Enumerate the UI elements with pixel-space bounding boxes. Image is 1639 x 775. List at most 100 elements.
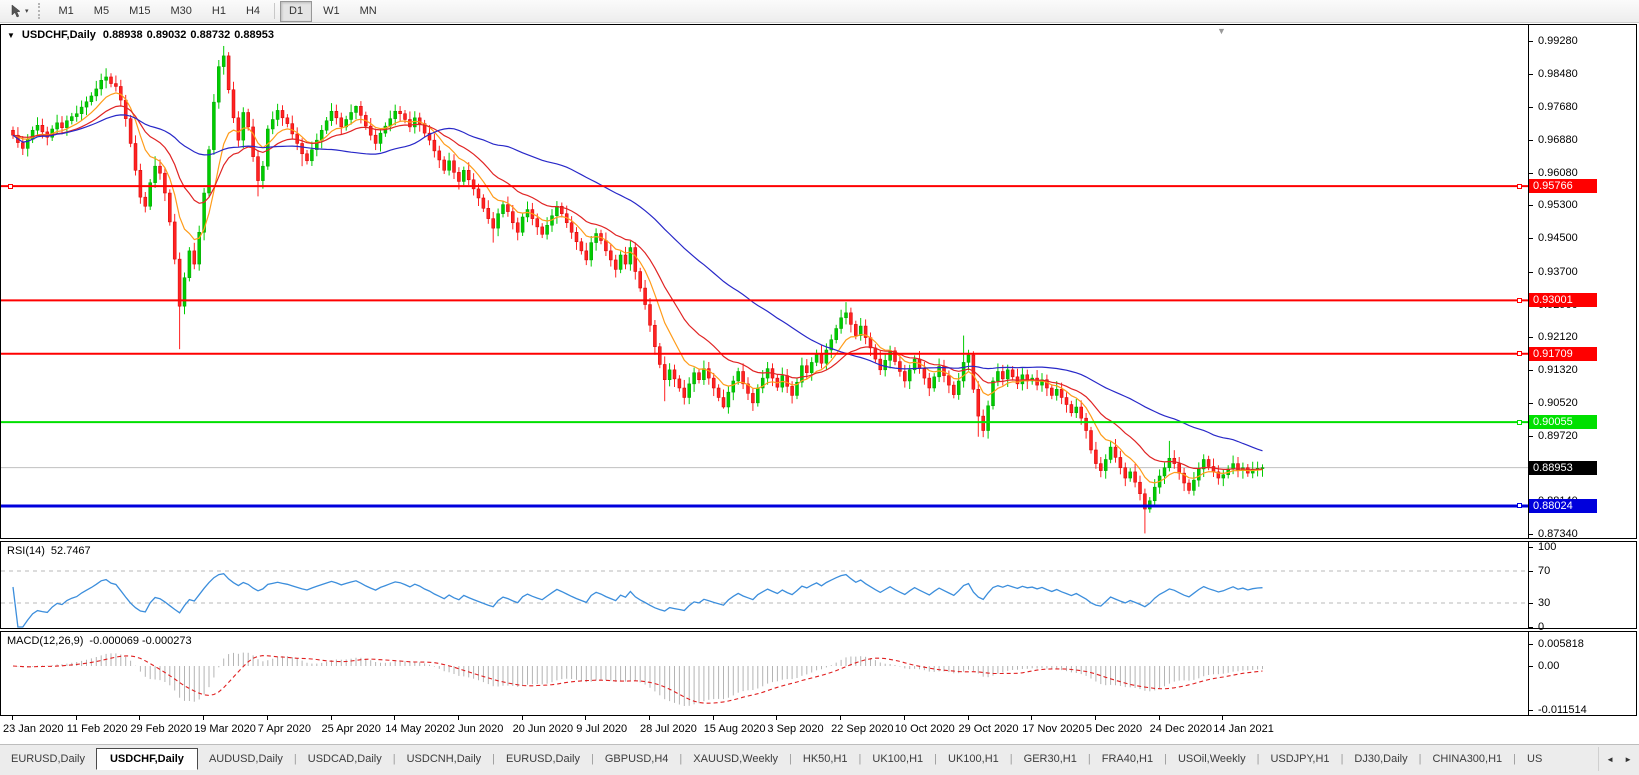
price-tick <box>1529 74 1533 76</box>
macd-tick-label: -0.011514 <box>1538 703 1587 716</box>
date-tick-label: 29 Oct 2020 <box>958 723 1019 735</box>
main-chart-panel[interactable]: ▼ USDCHF,Daily 0.88938 0.89032 0.88732 0… <box>0 24 1638 540</box>
toolbar: ▾ M1 M5 M15 M30 H1 H4 D1 W1 MN <box>0 0 1639 23</box>
chart-tab-dj30-daily[interactable]: DJ30,Daily <box>1354 753 1408 765</box>
date-tick-label: 14 May 2020 <box>385 723 449 735</box>
chevron-down-icon: ▾ <box>25 8 29 15</box>
date-tick-label: 20 Jun 2020 <box>512 723 574 735</box>
chart-tab-xauusd-weekly[interactable]: XAUUSD,Weekly <box>693 753 779 765</box>
date-tick <box>266 716 268 720</box>
chart-tab-audusd-daily[interactable]: AUDUSD,Daily <box>208 753 283 765</box>
price-chart-surface[interactable] <box>1 25 1638 538</box>
tab-scroll-left-icon[interactable]: ◄ <box>1606 754 1615 764</box>
price-tick <box>1529 41 1533 42</box>
ohlc-high: 0.89032 <box>146 29 187 41</box>
chart-tools-button[interactable]: ▾ <box>4 1 34 21</box>
timeframe-button-M30[interactable]: M30 <box>170 4 192 17</box>
date-axis[interactable]: 23 Jan 2020 11 Feb 2020 29 Feb 2020 19 Mar … <box>0 716 1639 744</box>
rsi-chart-surface[interactable] <box>1 542 1638 628</box>
hline-price-box: 0.93001 <box>1529 293 1597 308</box>
chart-tab-china300-h1[interactable]: CHINA300,H1 <box>1432 753 1503 765</box>
date-tick <box>1031 716 1033 720</box>
date-tick-label: 25 Apr 2020 <box>321 723 381 735</box>
timeframe-button-D1[interactable]: D1 <box>280 0 313 22</box>
price-tick-label: 0.95300 <box>1538 199 1578 212</box>
tab-separator: | <box>590 753 594 765</box>
timeframe-button-M1[interactable]: M1 <box>58 4 74 17</box>
chart-tab-eurusd-daily[interactable]: EURUSD,Daily <box>11 753 85 765</box>
price-tick-label: 0.91320 <box>1538 363 1578 376</box>
tab-separator: | <box>293 753 297 765</box>
chart-shift-marker-icon[interactable]: ▼ <box>1217 26 1226 36</box>
date-tick-label: 19 Mar 2020 <box>194 723 256 735</box>
macd-tick <box>1529 643 1533 645</box>
chart-tab-ger30-h1[interactable]: GER30,H1 <box>1023 753 1077 765</box>
price-tick <box>1529 271 1533 273</box>
date-tick <box>521 716 523 720</box>
date-tick-label: 23 Jan 2020 <box>3 723 64 735</box>
tab-scroll-right-icon[interactable]: ► <box>1624 754 1632 764</box>
timeframe-button-H4[interactable]: H4 <box>245 4 261 17</box>
chart-tab-gbpusd-h4[interactable]: GBPUSD,H4 <box>604 753 669 765</box>
chart-tab-hk50-h1[interactable]: HK50,H1 <box>802 753 848 765</box>
hline-handle[interactable] <box>8 183 13 189</box>
hline-handle[interactable] <box>1517 503 1522 509</box>
chart-tab-eurusd-daily[interactable]: EURUSD,Daily <box>506 753 580 765</box>
chart-tab-uk100-h1[interactable]: UK100,H1 <box>872 753 924 765</box>
macd-tick <box>1529 666 1533 667</box>
date-tick-label: 7 Apr 2020 <box>257 723 312 735</box>
price-tick <box>1529 140 1533 142</box>
date-tick <box>840 716 842 720</box>
tab-scroll-controls: ◄ ► <box>1598 747 1639 771</box>
macd-tick-label: 0.005818 <box>1538 637 1584 650</box>
hline-handle[interactable] <box>1517 297 1522 303</box>
price-tick <box>1529 205 1533 207</box>
price-tick <box>1529 435 1533 437</box>
chart-tab-us[interactable]: US <box>1527 753 1543 765</box>
collapse-icon[interactable]: ▼ <box>7 30 15 40</box>
chart-tab-fra40-h1[interactable]: FRA40,H1 <box>1101 753 1154 765</box>
date-tick-label: 14 Jan 2021 <box>1213 723 1274 735</box>
tab-separator: | <box>492 753 496 765</box>
current-price-box: 0.88953 <box>1529 460 1597 475</box>
hline-price-box: 0.88024 <box>1529 498 1597 513</box>
chart-tab-usoil-weekly[interactable]: USOil,Weekly <box>1177 753 1246 765</box>
date-tick-label: 24 Dec 2020 <box>1149 723 1212 735</box>
price-tick <box>1529 238 1533 240</box>
tab-separator: | <box>789 753 792 765</box>
date-tick <box>967 716 969 720</box>
date-tick-label: 2 Jun 2020 <box>448 723 504 735</box>
hline-handle[interactable] <box>1517 419 1522 425</box>
rsi-panel[interactable]: RSI(14) 52.7467 100 70 30 0 <box>0 541 1638 633</box>
chart-tab-uk100-h1[interactable]: UK100,H1 <box>948 753 999 765</box>
timeframe-button-W1[interactable]: W1 <box>323 4 340 17</box>
price-tick <box>1529 107 1533 109</box>
chart-tab-usdcnh-daily[interactable]: USDCNH,Daily <box>406 753 482 765</box>
ma-fast-line <box>12 92 1263 484</box>
price-tick <box>1529 369 1533 371</box>
chart-tab-usdcad-daily[interactable]: USDCAD,Daily <box>307 753 382 765</box>
macd-axis-divider <box>1528 632 1529 715</box>
rsi-line <box>12 572 1263 628</box>
timeframe-button-M5[interactable]: M5 <box>93 4 110 17</box>
tab-separator: | <box>1087 753 1091 765</box>
macd-panel[interactable]: MACD(12,26,9) -0.000069 -0.000273 0.0058… <box>0 631 1637 716</box>
rsi-tick <box>1529 547 1533 548</box>
rsi-tick-label: 30 <box>1538 597 1551 609</box>
toolbar-separator <box>274 3 276 19</box>
timeframe-button-H1[interactable]: H1 <box>211 4 226 17</box>
toolbar-grip[interactable] <box>37 3 43 19</box>
price-tick <box>1529 402 1533 404</box>
chart-tabs: EURUSD,Daily USDCHF,Daily AUDUSD,Daily | USD… <box>0 747 1553 771</box>
hline-handle[interactable] <box>1517 183 1522 189</box>
hline-handle[interactable] <box>1517 351 1522 357</box>
date-tick <box>139 716 141 720</box>
chart-tab-usdjpy-h1[interactable]: USDJPY,H1 <box>1270 753 1330 765</box>
chart-tab-usdchf-daily[interactable]: USDCHF,Daily <box>95 748 198 770</box>
date-tick-label: 10 Oct 2020 <box>894 723 955 735</box>
timeframe-button-M15[interactable]: M15 <box>129 4 151 17</box>
price-tick-label: 0.94500 <box>1538 232 1578 245</box>
date-tick <box>1158 716 1160 720</box>
macd-chart-surface[interactable] <box>1 632 1638 715</box>
timeframe-button-MN[interactable]: MN <box>359 4 377 17</box>
